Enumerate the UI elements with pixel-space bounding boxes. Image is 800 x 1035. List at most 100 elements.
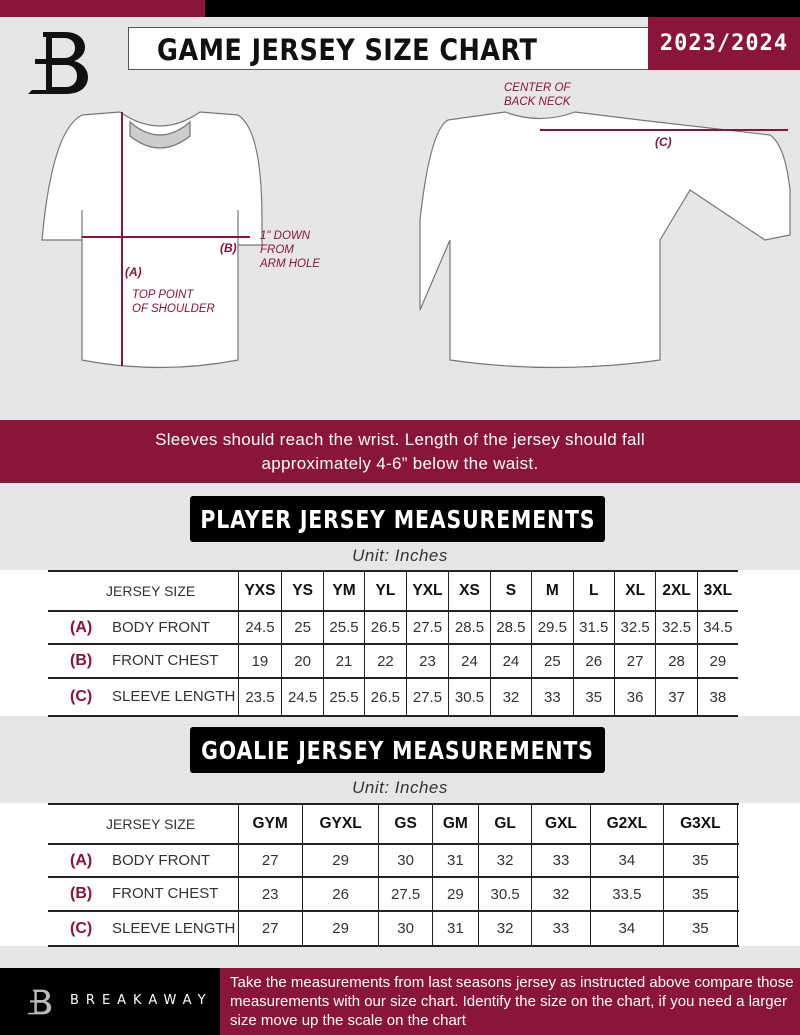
- table-cell: 30.5: [477, 877, 532, 912]
- table-cell: 21: [322, 644, 365, 679]
- size-header: 3XL: [696, 570, 738, 612]
- table-cell: 34.5: [696, 611, 738, 645]
- row-label: (C) SLEEVE LENGTH: [48, 911, 238, 947]
- size-header-label: JERSEY SIZE: [48, 803, 238, 845]
- table-cell: 23.5: [237, 678, 282, 717]
- table-cell: 27: [237, 911, 303, 947]
- size-header: GYXL: [301, 803, 379, 845]
- table-cell: 25: [531, 644, 574, 679]
- table-cell: 35: [663, 877, 738, 912]
- table-cell: [736, 911, 738, 947]
- player-title-text: PLAYER JERSEY MEASUREMENTS: [199, 504, 596, 534]
- size-header: XL: [613, 570, 656, 612]
- brand-name: BREAKAWAY: [70, 993, 213, 1008]
- table-cell: 24.5: [237, 611, 282, 645]
- size-header-label: JERSEY SIZE: [48, 570, 238, 612]
- table-cell: 32: [489, 678, 532, 717]
- row-name: SLEEVE LENGTH: [112, 688, 236, 705]
- size-header: YL: [364, 570, 407, 612]
- table-cell: 19: [237, 644, 282, 679]
- table-cell: 27: [613, 644, 656, 679]
- table-cell: 23: [405, 644, 449, 679]
- size-header: S: [489, 570, 532, 612]
- table-cell: 26: [572, 644, 615, 679]
- table-row: (A) BODY FRONT 24.5 25 25.5 26.5 27.5 28.5 28.5 2…: [48, 611, 738, 645]
- table-cell: 29: [431, 877, 479, 912]
- table-cell: 26.5: [364, 611, 407, 645]
- size-header: XS: [448, 570, 491, 612]
- size-header: YM: [322, 570, 365, 612]
- table-cell: 26: [301, 877, 379, 912]
- size-header: GXL: [531, 803, 591, 845]
- table-cell: 24: [489, 644, 532, 679]
- row-name: FRONT CHEST: [112, 652, 219, 669]
- note-a: TOP POINT OF SHOULDER: [132, 289, 215, 315]
- table-cell: 29: [301, 844, 379, 878]
- table-cell: 33: [531, 911, 591, 947]
- breakaway-logo: [28, 32, 88, 94]
- player-size-table: JERSEY SIZE YXS YS YM YL YXL XS S M L XL 2XL 3XL (A) B…: [48, 570, 738, 717]
- table-cell: 32: [477, 844, 532, 878]
- table-cell: 30: [378, 911, 433, 947]
- table-cell: 28.5: [448, 611, 491, 645]
- table-cell: 24: [448, 644, 491, 679]
- table-row: (A) BODY FRONT 27 29 30 31 32 33 34 35: [48, 844, 738, 878]
- row-label: (B) FRONT CHEST: [48, 644, 238, 679]
- table-cell: 25: [281, 611, 324, 645]
- table-cell: 34: [589, 844, 664, 878]
- page-title: GAME JERSEY SIZE CHART: [157, 33, 538, 67]
- row-code: (C): [70, 688, 93, 705]
- table-cell: 27.5: [405, 611, 449, 645]
- size-header: GL: [477, 803, 532, 845]
- title-box: GAME JERSEY SIZE CHART: [128, 27, 648, 70]
- top-dark-bar: [205, 0, 800, 17]
- table-cell: [736, 844, 738, 878]
- table-cell: 27.5: [378, 877, 433, 912]
- table-cell: 29.5: [531, 611, 574, 645]
- top-accent-bar: [0, 0, 205, 17]
- row-name: SLEEVE LENGTH: [112, 919, 236, 937]
- table-cell: 32: [477, 911, 532, 947]
- table-cell: 28: [655, 644, 698, 679]
- table-cell: 26.5: [364, 678, 407, 717]
- size-header: 2XL: [655, 570, 698, 612]
- goalie-section-title: GOALIE JERSEY MEASUREMENTS: [190, 727, 605, 773]
- row-code: (C): [70, 919, 93, 937]
- fit-instructions-banner: Sleeves should reach the wrist. Length o…: [0, 420, 800, 483]
- size-header: G3XL: [663, 803, 738, 845]
- table-cell: 32.5: [613, 611, 656, 645]
- table-cell: 30: [378, 844, 433, 878]
- note-b: 1" DOWN FROM ARM HOLE: [260, 230, 321, 270]
- table-cell: 23: [237, 877, 303, 912]
- player-section-title: PLAYER JERSEY MEASUREMENTS: [190, 496, 605, 542]
- row-code: (B): [70, 885, 93, 902]
- row-label: (A) BODY FRONT: [48, 844, 238, 878]
- table-cell: 28.5: [489, 611, 532, 645]
- table-cell: 34: [589, 911, 664, 947]
- table-row: (B) FRONT CHEST 19 20 21 22 23 24 24 25 26 27 28 29: [48, 644, 738, 679]
- season-badge: 2023/2024: [648, 17, 800, 70]
- label-c: (C): [655, 135, 672, 149]
- size-header: G2XL: [589, 803, 664, 845]
- table-cell: 37: [655, 678, 698, 717]
- size-header: GM: [431, 803, 479, 845]
- size-header: M: [531, 570, 574, 612]
- table-cell: 32.5: [655, 611, 698, 645]
- row-code: (A): [70, 851, 93, 869]
- row-name: BODY FRONT: [112, 851, 211, 869]
- table-cell: 29: [696, 644, 738, 679]
- table-cell: 35: [663, 911, 738, 947]
- row-label: (B) FRONT CHEST: [48, 877, 238, 912]
- table-cell: 25.5: [322, 678, 365, 717]
- note-c: CENTER OF BACK NECK: [504, 82, 571, 108]
- table-cell: 27: [237, 844, 303, 878]
- goalie-unit: Unit: Inches: [352, 778, 448, 797]
- jersey-diagram: [41, 111, 791, 369]
- table-cell: 36: [613, 678, 656, 717]
- table-cell: 31.5: [572, 611, 615, 645]
- table-cell: 27.5: [405, 678, 449, 717]
- table-cell: 33.5: [589, 877, 664, 912]
- fit-instructions: Sleeves should reach the wrist. Length o…: [155, 430, 645, 473]
- row-name: BODY FRONT: [112, 618, 211, 636]
- size-header: YS: [281, 570, 324, 612]
